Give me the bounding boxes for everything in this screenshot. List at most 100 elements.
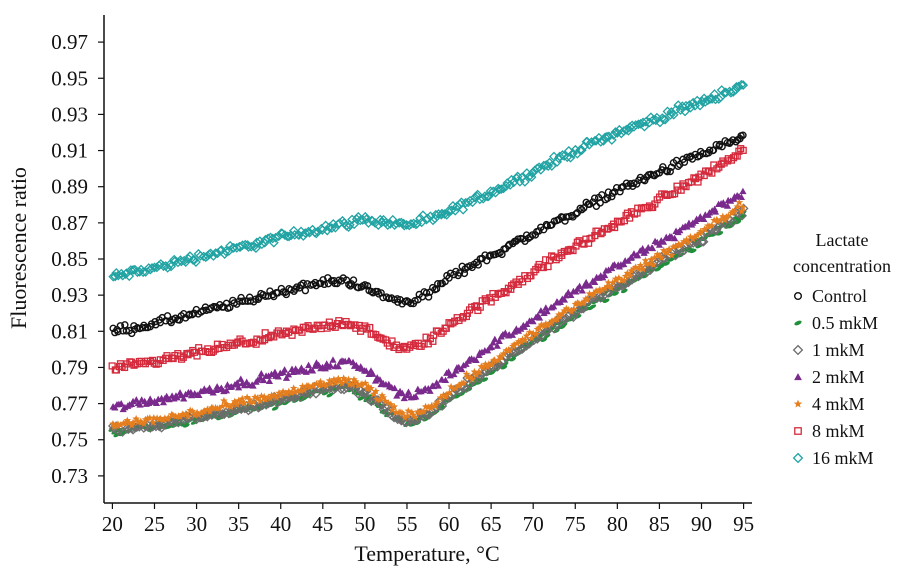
data-point (197, 408, 205, 417)
data-point (149, 418, 157, 426)
data-point (485, 186, 496, 197)
data-point (693, 231, 702, 239)
data-point (618, 126, 629, 136)
data-point (548, 252, 556, 260)
data-point (128, 264, 139, 275)
data-point (660, 114, 671, 125)
data-point (437, 329, 445, 337)
x-tick-label: 20 (102, 512, 123, 536)
data-point (375, 403, 383, 408)
x-tick-label: 40 (270, 512, 291, 536)
data-point (301, 286, 310, 295)
data-point (735, 198, 744, 206)
legend-marker (794, 427, 802, 435)
data-point (529, 317, 537, 325)
data-point (708, 169, 716, 177)
data-point (450, 370, 458, 378)
data-point (249, 398, 258, 406)
data-point (359, 324, 367, 332)
data-point (568, 312, 579, 323)
data-point (460, 269, 469, 278)
data-point (727, 217, 738, 228)
data-point (347, 214, 357, 225)
data-point (223, 401, 232, 409)
data-point (666, 167, 674, 176)
data-point (608, 130, 619, 140)
data-point (129, 418, 137, 426)
data-point (447, 382, 455, 390)
data-point (612, 291, 619, 296)
data-point (235, 383, 243, 391)
data-point (252, 237, 262, 248)
data-point (708, 221, 716, 229)
data-point (524, 171, 535, 182)
legend-item-control: Control (793, 286, 867, 306)
data-point (184, 412, 193, 420)
data-point (458, 365, 466, 373)
data-point (375, 214, 386, 225)
x-tick-label: 80 (607, 512, 628, 536)
data-point (638, 117, 648, 128)
data-point (650, 253, 659, 262)
data-point (601, 271, 609, 279)
data-point (275, 389, 283, 397)
data-point (633, 271, 644, 282)
data-point (327, 322, 335, 330)
data-point (363, 218, 374, 228)
data-point (295, 392, 306, 403)
data-point (555, 312, 564, 320)
data-point (200, 407, 209, 415)
data-point (125, 418, 133, 427)
data-point (737, 193, 745, 201)
data-point (641, 273, 649, 279)
data-point (543, 222, 551, 230)
data-point (377, 334, 385, 342)
data-point (422, 213, 433, 224)
data-point (696, 227, 705, 235)
series-8-mkm (108, 145, 747, 374)
legend-item-8-mkm: 8 mkM (794, 421, 865, 441)
data-point (180, 395, 188, 402)
data-point (300, 228, 311, 238)
x-tick-label: 85 (649, 512, 670, 536)
data-point (226, 339, 234, 347)
x-tick-label: 35 (228, 512, 249, 536)
data-point (616, 280, 627, 291)
data-point (639, 265, 647, 273)
data-point (738, 80, 749, 90)
data-point (718, 142, 726, 151)
data-point (679, 245, 690, 256)
y-tick-label: 0.89 (51, 175, 88, 199)
data-point (481, 360, 490, 368)
data-point (564, 305, 573, 314)
data-point (445, 388, 454, 396)
data-point (175, 316, 184, 324)
data-point (459, 379, 468, 387)
legend-marker (793, 399, 803, 408)
data-point (138, 267, 149, 278)
data-point (510, 340, 518, 348)
data-point (639, 245, 647, 252)
data-point (282, 327, 290, 335)
data-point (521, 340, 532, 351)
data-point (424, 409, 435, 420)
data-point (517, 325, 525, 332)
data-point (586, 137, 597, 147)
data-point (550, 302, 558, 310)
data-point (439, 209, 450, 219)
data-point (585, 289, 594, 297)
data-point (364, 382, 373, 390)
data-point (576, 145, 587, 156)
data-point (662, 191, 670, 199)
data-point (194, 410, 203, 419)
series-control (109, 131, 747, 338)
y-tick-label: 0.93 (51, 283, 88, 307)
x-tick-label: 90 (691, 512, 712, 536)
data-point (424, 293, 433, 301)
data-point (487, 298, 495, 306)
data-point (146, 414, 154, 422)
data-point (357, 215, 368, 225)
data-point (341, 377, 350, 385)
data-point (281, 366, 289, 373)
